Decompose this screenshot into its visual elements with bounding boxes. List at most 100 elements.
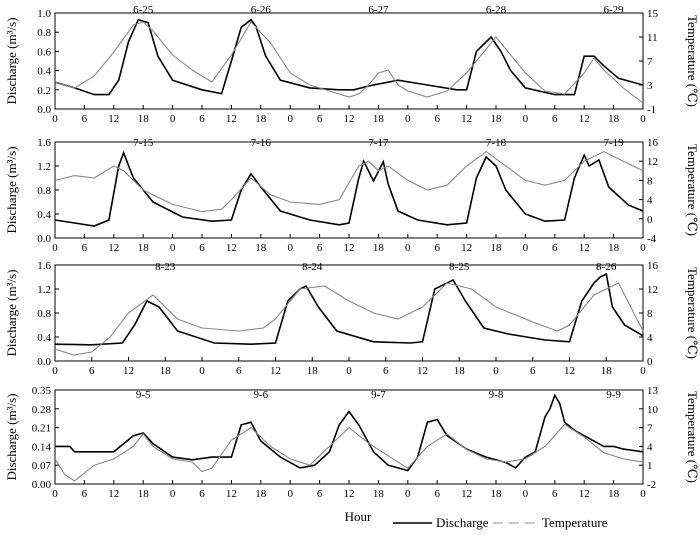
y-right-tick-label: 15: [647, 8, 659, 20]
y-left-tick-label: 1.0: [37, 8, 51, 20]
x-tick-label: 6: [317, 113, 323, 125]
y-right-axis-title: Temperature (℃): [685, 144, 700, 236]
x-tick-label: 0: [523, 488, 529, 500]
y-right-tick-label: 8: [647, 175, 653, 187]
chart-panel-2: 0 6 12 18 0 6 12 18 0 6 12 18 0 6 12 18 0 6 12 18 00.00.40.8…: [4, 137, 700, 254]
y-right-tick-label: 7: [647, 423, 653, 435]
day-label: 6-25: [133, 4, 154, 16]
series-temperature-line: [54, 21, 644, 104]
x-tick-label: 0: [523, 242, 529, 254]
y-left-tick-label: 0.6: [37, 46, 51, 58]
x-tick-label: 0: [640, 242, 646, 254]
x-tick-label: 6: [530, 365, 536, 377]
x-tick-label: 6: [434, 113, 440, 125]
x-tick-label: 12: [344, 242, 355, 254]
x-tick-label: 0: [287, 242, 293, 254]
x-tick-label: 0: [640, 113, 646, 125]
x-tick-label: 18: [491, 488, 503, 500]
y-right-axis-title: Temperature (℃): [685, 267, 700, 359]
x-tick-label: 0: [52, 113, 58, 125]
y-left-tick-label: 0.28: [32, 404, 52, 416]
day-label: 7-19: [604, 137, 625, 149]
y-right-tick-label: 7: [647, 56, 653, 68]
y-left-tick-label: 0.21: [32, 423, 51, 435]
x-tick-label: 6: [82, 242, 88, 254]
y-right-tick-label: 13: [647, 385, 659, 397]
x-tick-label: 18: [608, 488, 620, 500]
x-tick-label: 6: [82, 488, 88, 500]
day-label: 9-8: [489, 389, 504, 401]
chart-panel-3: 0 6 12 18 0 6 12 18 0 6 12 18 0 6 12 18 00.00.40.81.21.6…: [4, 260, 700, 377]
y-right-axis-title: Temperature (℃): [685, 391, 700, 483]
x-tick-label: 6: [434, 242, 440, 254]
x-tick-label: 6: [82, 113, 88, 125]
x-tick-label: 18: [608, 242, 620, 254]
x-tick-label: 12: [226, 242, 237, 254]
x-tick-label: 12: [461, 242, 472, 254]
y-left-tick-label: 0.4: [37, 332, 51, 344]
x-tick-label: 18: [255, 488, 267, 500]
y-left-tick-label: 0.4: [37, 66, 51, 78]
y-left-tick-label: 1.2: [37, 161, 51, 173]
day-label: 6-26: [251, 4, 272, 16]
y-right-tick-label: 11: [647, 32, 658, 44]
x-tick-label: 0: [52, 242, 58, 254]
chart-panels: 0 6 12 18 0 6 12 18 0 6 12 18 0 6 12 18 0 6 12 18 00.00.20.4…: [4, 4, 700, 500]
x-tick-label: 18: [138, 488, 150, 500]
day-label: 6-28: [486, 4, 507, 16]
x-tick-label: 0: [640, 365, 646, 377]
x-tick-label: 18: [608, 113, 620, 125]
x-tick-label: 18: [491, 113, 503, 125]
y-left-tick-label: 1.6: [37, 260, 51, 272]
plot-frame: [54, 264, 644, 362]
x-tick-label: 18: [160, 365, 172, 377]
x-axis-title: Hour: [345, 509, 372, 524]
y-right-tick-label: 4: [647, 195, 653, 207]
day-label: 7-15: [133, 137, 154, 149]
x-tick-label: 0: [170, 113, 176, 125]
x-tick-label: 18: [373, 242, 385, 254]
x-tick-label: 12: [123, 365, 134, 377]
legend: Discharge Temperature: [393, 515, 608, 530]
y-left-tick-label: 0.07: [32, 460, 52, 472]
day-label: 8-24: [302, 261, 323, 273]
y-left-tick-label: 1.6: [37, 137, 51, 149]
y-left-axis-title: Discharge (m³/s): [4, 146, 19, 233]
x-tick-label: 0: [523, 113, 529, 125]
y-left-axis-title: Discharge (m³/s): [4, 269, 19, 356]
x-tick-label: 6: [317, 242, 323, 254]
day-label: 9-7: [371, 389, 386, 401]
y-right-tick-label: 12: [647, 284, 658, 296]
y-right-tick-label: -1: [647, 104, 656, 116]
series-discharge-line: [54, 18, 644, 96]
x-tick-label: 12: [270, 365, 281, 377]
x-tick-label: 0: [405, 113, 411, 125]
series-discharge-line: [55, 393, 644, 472]
y-left-tick-label: 0.0: [37, 233, 51, 245]
series-temperature-line: [54, 282, 644, 356]
y-right-tick-label: 0: [647, 356, 653, 368]
x-tick-label: 6: [552, 488, 558, 500]
chart-panel-4: 0 6 12 18 0 6 12 18 0 6 12 18 0 6 12 18 0 6 12 18 00.000.070…: [4, 385, 700, 500]
x-tick-label: 18: [373, 113, 385, 125]
y-left-tick-label: 0.2: [37, 85, 51, 97]
x-tick-label: 18: [491, 242, 503, 254]
legend-label-temperature: Temperature: [542, 515, 608, 530]
x-tick-label: 12: [461, 488, 472, 500]
y-right-tick-label: -4: [647, 233, 657, 245]
x-tick-label: 12: [226, 488, 237, 500]
x-tick-label: 18: [454, 365, 466, 377]
plot-frame: [54, 389, 644, 485]
x-tick-label: 12: [564, 365, 575, 377]
x-tick-label: 6: [552, 113, 558, 125]
x-tick-label: 0: [493, 365, 499, 377]
y-right-tick-label: -2: [647, 479, 656, 491]
x-tick-label: 18: [255, 242, 267, 254]
y-right-tick-label: 3: [647, 80, 653, 92]
x-tick-label: 12: [108, 113, 119, 125]
day-label: 8-25: [449, 261, 470, 273]
y-right-tick-label: 8: [647, 308, 653, 320]
x-tick-label: 12: [344, 113, 355, 125]
x-tick-label: 12: [108, 488, 119, 500]
